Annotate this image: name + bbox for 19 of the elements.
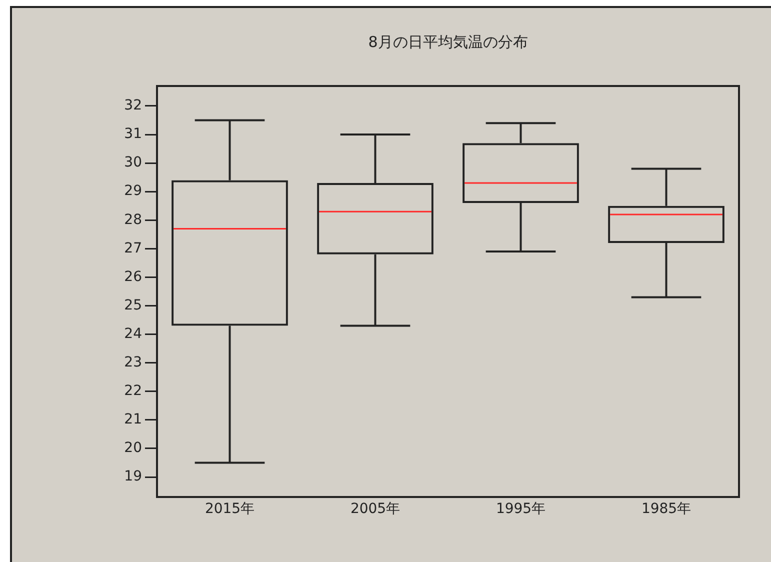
y-tick-label: 32 [124, 98, 142, 114]
y-tick-label: 23 [124, 354, 142, 370]
x-tick-label: 1995年 [496, 501, 546, 518]
y-tick-label: 22 [124, 383, 142, 400]
y-tick-label: 24 [124, 326, 142, 342]
x-tick-label: 2015年 [204, 501, 255, 518]
x-tick-label: 1985年 [641, 501, 692, 518]
y-tick-label: 28 [124, 212, 142, 228]
y-tick-label: 27 [124, 240, 142, 256]
y-tick-label: 31 [124, 126, 142, 142]
y-tick-label: 29 [124, 183, 142, 200]
y-tick-label: 20 [124, 440, 142, 456]
chart-title: 8月の日平均気温の分布 [368, 32, 528, 51]
y-tick-label: 30 [124, 154, 142, 171]
y-tick-label: 21 [124, 412, 142, 428]
y-tick-label: 25 [124, 297, 142, 314]
y-tick-label: 26 [124, 268, 142, 285]
x-tick-label: 2005年 [350, 501, 400, 518]
y-tick-label: 19 [124, 468, 142, 485]
